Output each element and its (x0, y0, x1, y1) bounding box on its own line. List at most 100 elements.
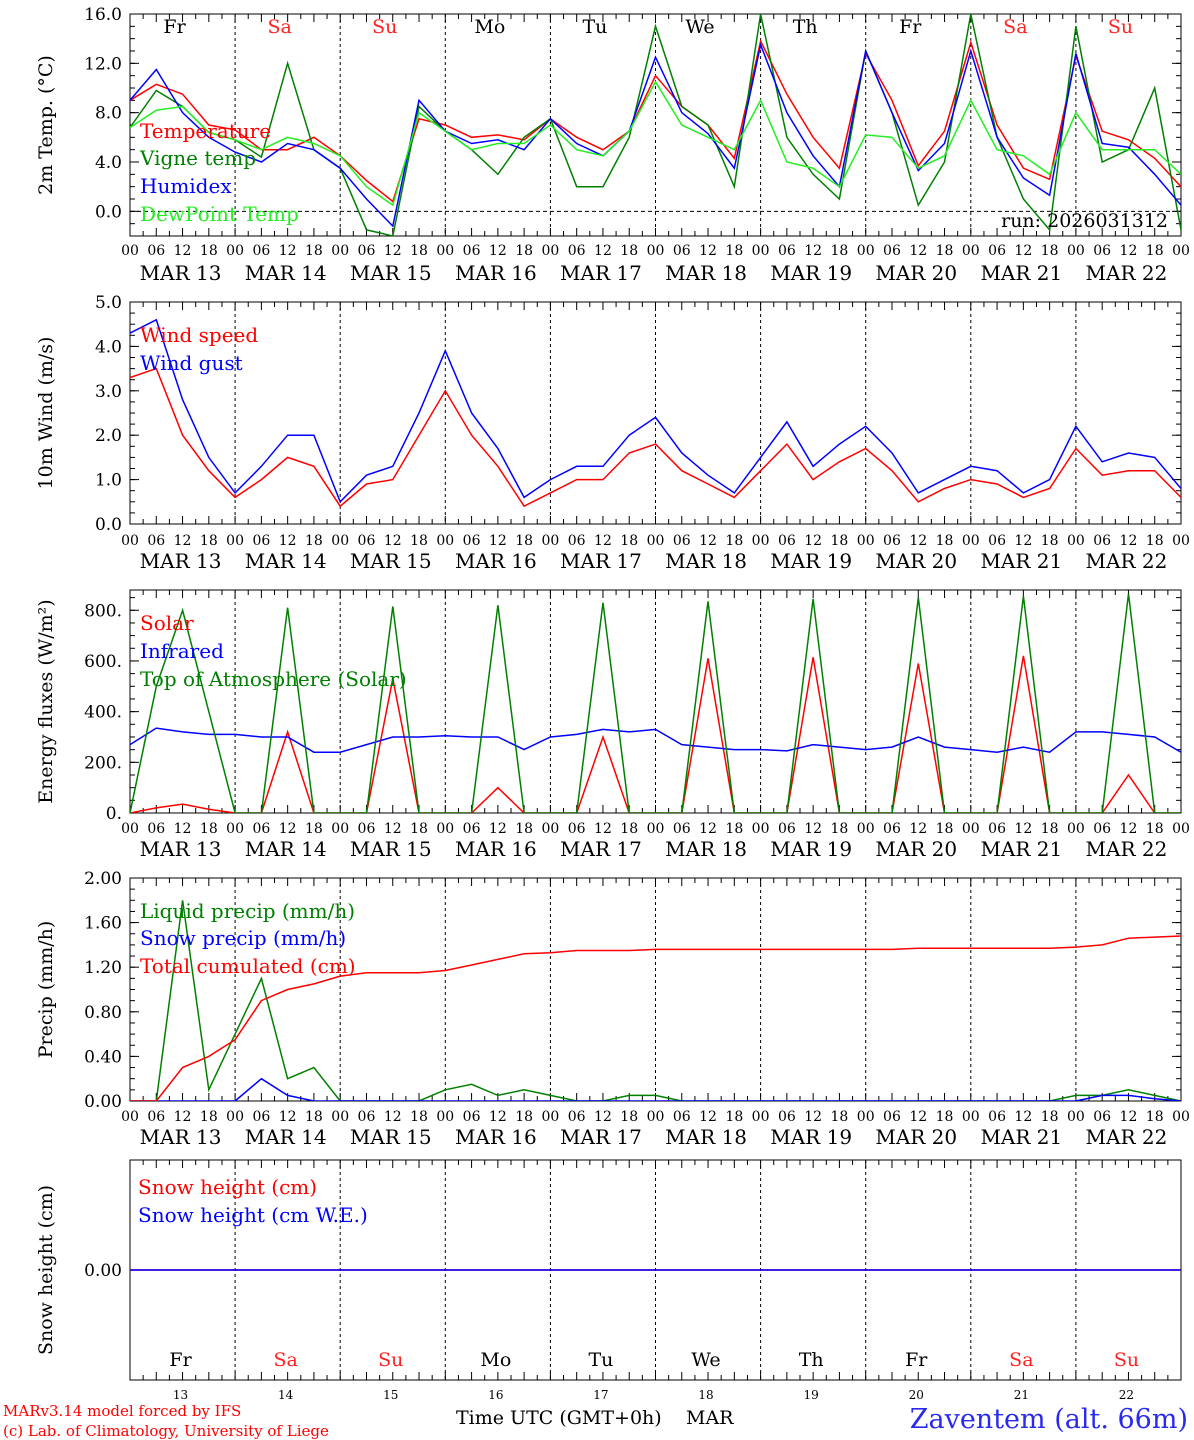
y-tick-label: 0. (106, 804, 122, 824)
hour-label: 06 (568, 821, 586, 837)
date-label: MAR 19 (770, 261, 852, 285)
day-name-label: Sa (1003, 16, 1027, 38)
hour-label: 12 (804, 1109, 822, 1125)
hour-label: 06 (252, 1109, 270, 1125)
hour-label: 12 (1014, 1109, 1032, 1125)
day-number-label: 15 (383, 1388, 398, 1402)
hour-label: 06 (1093, 533, 1111, 549)
hour-label: 18 (515, 243, 533, 259)
hour-label: 18 (831, 1109, 849, 1125)
y-tick-label: 0.00 (84, 1261, 122, 1281)
run-label: run: 2026031312 (1001, 210, 1168, 232)
legend-entry: Snow height (cm W.E.) (138, 1203, 368, 1227)
hour-label: 12 (909, 533, 927, 549)
day-number-label: 17 (593, 1388, 608, 1402)
date-label: MAR 16 (455, 1125, 537, 1149)
hour-label: 18 (410, 243, 428, 259)
hour-label: 00 (647, 533, 665, 549)
hour-label: 06 (568, 243, 586, 259)
legend-entry: Humidex (140, 174, 232, 198)
legend-entry: Snow precip (mm/h) (140, 926, 346, 950)
hour-label: 18 (1041, 243, 1059, 259)
hour-label: 18 (305, 821, 323, 837)
day-number-label: 20 (909, 1388, 924, 1402)
hour-label: 00 (647, 821, 665, 837)
hour-label: 06 (252, 243, 270, 259)
hour-label: 00 (962, 243, 980, 259)
day-number-label: 22 (1119, 1388, 1134, 1402)
hour-label: 00 (962, 821, 980, 837)
hour-label: 12 (594, 243, 612, 259)
series-line-red (130, 935, 1181, 1101)
series-line-blue (130, 1077, 1181, 1101)
date-label: MAR 13 (140, 261, 222, 285)
hour-label: 06 (988, 821, 1006, 837)
series-line-red (130, 655, 1181, 813)
hour-label: 06 (252, 821, 270, 837)
hour-label: 00 (121, 243, 139, 259)
hour-label: 06 (673, 533, 691, 549)
day-name-label: Mo (480, 1349, 511, 1371)
hour-label: 00 (857, 1109, 875, 1125)
hour-label: 00 (962, 1109, 980, 1125)
series-line-green (130, 593, 1181, 813)
date-label: MAR 17 (560, 549, 642, 573)
hour-label: 00 (857, 243, 875, 259)
hour-label: 18 (936, 1109, 954, 1125)
hour-label: 06 (252, 533, 270, 549)
date-label: MAR 22 (1086, 1125, 1168, 1149)
hour-label: 12 (489, 243, 507, 259)
hour-label: 00 (121, 821, 139, 837)
day-name-label: Sa (273, 1349, 297, 1371)
hour-label: 18 (515, 533, 533, 549)
hour-label: 12 (909, 1109, 927, 1125)
y-tick-label: 4.0 (95, 153, 122, 173)
legend-entry: Infrared (140, 639, 224, 663)
hour-label: 12 (174, 821, 192, 837)
hour-label: 00 (1067, 243, 1085, 259)
month-label: MAR (686, 1407, 734, 1429)
date-label: MAR 20 (875, 549, 957, 573)
day-name-label: Su (1114, 1349, 1139, 1371)
hour-label: 06 (358, 533, 376, 549)
date-label: MAR 14 (245, 549, 327, 573)
hour-label: 00 (1172, 243, 1190, 259)
y-tick-label: 5.0 (95, 293, 122, 313)
date-label: MAR 19 (770, 837, 852, 861)
date-label: MAR 17 (560, 837, 642, 861)
day-name-label: Tu (582, 16, 607, 38)
date-label: MAR 17 (560, 1125, 642, 1149)
hour-label: 06 (778, 243, 796, 259)
hour-label: 18 (620, 821, 638, 837)
hour-label: 06 (147, 821, 165, 837)
y-tick-label: 400. (84, 703, 122, 723)
date-label: MAR 14 (245, 837, 327, 861)
date-label: MAR 22 (1086, 261, 1168, 285)
hour-label: 18 (515, 1109, 533, 1125)
y-tick-label: 0.0 (95, 202, 122, 222)
hour-label: 18 (725, 243, 743, 259)
hour-label: 12 (1014, 821, 1032, 837)
hour-label: 12 (699, 533, 717, 549)
hour-label: 06 (463, 1109, 481, 1125)
date-label: MAR 13 (140, 1125, 222, 1149)
hour-label: 18 (1146, 533, 1164, 549)
panel-5 (129, 1159, 1182, 1381)
hour-label: 18 (410, 533, 428, 549)
hour-label: 18 (305, 243, 323, 259)
hour-label: 12 (489, 533, 507, 549)
hour-label: 06 (147, 533, 165, 549)
day-name-label: Fr (899, 16, 922, 38)
hour-label: 06 (988, 533, 1006, 549)
hour-label: 18 (936, 533, 954, 549)
hour-label: 18 (831, 821, 849, 837)
date-label: MAR 19 (770, 549, 852, 573)
station-label: Zaventem (alt. 66m) (910, 1404, 1188, 1435)
legend-entry: Solar (140, 611, 194, 635)
hour-label: 12 (1120, 243, 1138, 259)
hour-label: 06 (1093, 821, 1111, 837)
hour-label: 18 (305, 533, 323, 549)
y-axis-title: 10m Wind (m/s) (35, 337, 57, 490)
hour-label: 18 (410, 821, 428, 837)
hour-label: 12 (384, 243, 402, 259)
